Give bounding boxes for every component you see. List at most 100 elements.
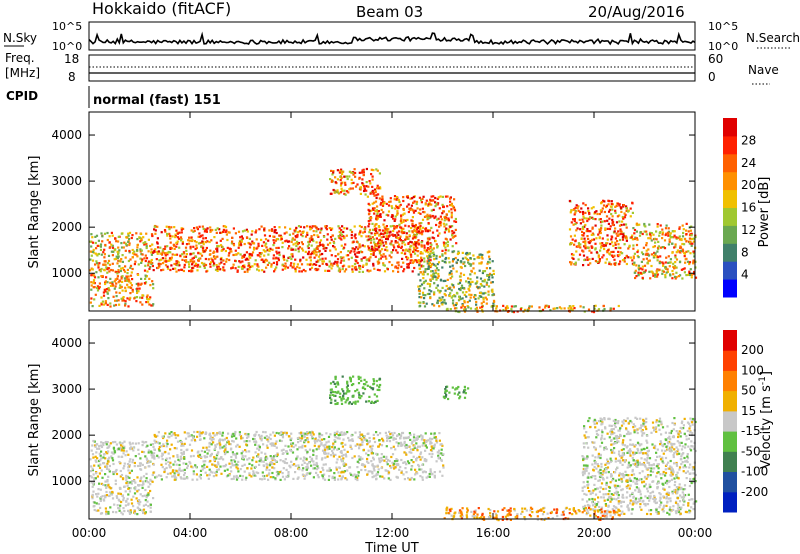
- data-cell: [621, 252, 624, 255]
- data-cell: [226, 450, 229, 454]
- data-cell: [102, 442, 105, 445]
- data-cell: [149, 296, 152, 299]
- data-cell: [368, 436, 371, 440]
- data-cell: [461, 251, 464, 254]
- data-cell: [392, 234, 395, 237]
- data-cell: [221, 237, 224, 240]
- data-cell: [184, 255, 188, 258]
- data-cell: [463, 293, 466, 296]
- data-cell: [414, 259, 417, 262]
- data-cell: [629, 256, 632, 259]
- data-cell: [98, 472, 101, 475]
- data-cell: [471, 280, 474, 283]
- data-cell: [374, 190, 377, 193]
- data-cell: [407, 264, 410, 267]
- data-cell: [403, 478, 406, 481]
- data-cell: [296, 477, 299, 480]
- data-cell: [141, 440, 144, 443]
- data-cell: [374, 223, 377, 226]
- data-cell: [121, 280, 124, 283]
- data-cell: [369, 182, 372, 185]
- data-cell: [458, 275, 462, 278]
- data-cell: [233, 464, 236, 467]
- data-cell: [263, 229, 266, 232]
- data-cell: [411, 250, 415, 253]
- data-cell: [192, 454, 195, 458]
- data-cell: [578, 253, 582, 256]
- data-cell: [227, 432, 230, 435]
- data-cell: [349, 444, 352, 447]
- data-cell: [356, 476, 359, 479]
- data-cell: [594, 304, 597, 307]
- data-cell: [368, 440, 371, 443]
- data-cell: [392, 244, 395, 247]
- data-cell: [687, 273, 690, 276]
- data-cell: [294, 464, 297, 467]
- data-cell: [137, 284, 140, 287]
- data-cell: [447, 249, 450, 252]
- data-cell: [316, 440, 319, 443]
- data-cell: [150, 233, 154, 236]
- data-cell: [360, 433, 363, 436]
- data-cell: [688, 273, 692, 277]
- data-cell: [248, 440, 251, 443]
- data-cell: [336, 169, 339, 172]
- data-cell: [190, 465, 193, 468]
- data-cell: [434, 239, 437, 243]
- data-cell: [319, 439, 322, 443]
- data-cell: [99, 497, 102, 500]
- data-cell: [138, 503, 141, 506]
- data-cell: [94, 263, 97, 266]
- data-cell: [570, 253, 574, 256]
- data-cell: [90, 284, 93, 287]
- data-cell: [420, 244, 423, 247]
- data-cell: [202, 243, 205, 246]
- data-cell: [241, 260, 244, 263]
- data-cell: [269, 437, 272, 441]
- data-cell: [492, 269, 495, 272]
- data-cell: [623, 216, 627, 219]
- data-cell: [125, 450, 128, 453]
- data-cell: [114, 470, 117, 473]
- data-cell: [219, 443, 222, 446]
- data-cell: [284, 240, 287, 243]
- data-cell: [472, 254, 475, 257]
- data-cell: [108, 491, 112, 494]
- data-cell: [257, 434, 261, 437]
- data-cell: [464, 256, 467, 259]
- data-cell: [238, 431, 241, 434]
- data-cell: [612, 307, 615, 310]
- data-cell: [350, 230, 354, 233]
- data-cell: [331, 451, 334, 455]
- data-cell: [139, 477, 142, 480]
- data-cell: [339, 256, 342, 259]
- data-cell: [549, 309, 552, 312]
- data-cell: [434, 272, 438, 275]
- data-cell: [599, 209, 602, 212]
- data-cell: [102, 294, 106, 297]
- data-cell: [217, 468, 221, 471]
- data-cell: [137, 273, 140, 276]
- data-cell: [571, 238, 574, 241]
- data-cell: [269, 433, 272, 436]
- data-cell: [454, 256, 457, 260]
- data-cell: [107, 484, 110, 487]
- data-cell: [95, 247, 98, 250]
- data-cell: [264, 238, 268, 241]
- data-cell: [286, 259, 289, 262]
- data-cell: [303, 477, 306, 480]
- data-cell: [201, 240, 204, 243]
- data-cell: [275, 250, 278, 253]
- data-cell: [251, 265, 254, 268]
- data-cell: [369, 256, 372, 259]
- data-cell: [399, 203, 402, 206]
- data-cell: [587, 207, 590, 210]
- data-cell: [254, 451, 257, 454]
- data-cell: [97, 266, 100, 269]
- data-cell: [106, 480, 109, 483]
- cpid-mode: normal (fast) 151: [93, 93, 221, 108]
- data-cell: [668, 261, 671, 264]
- data-cell: [624, 236, 627, 239]
- data-cell: [451, 225, 454, 228]
- data-cell: [356, 251, 359, 254]
